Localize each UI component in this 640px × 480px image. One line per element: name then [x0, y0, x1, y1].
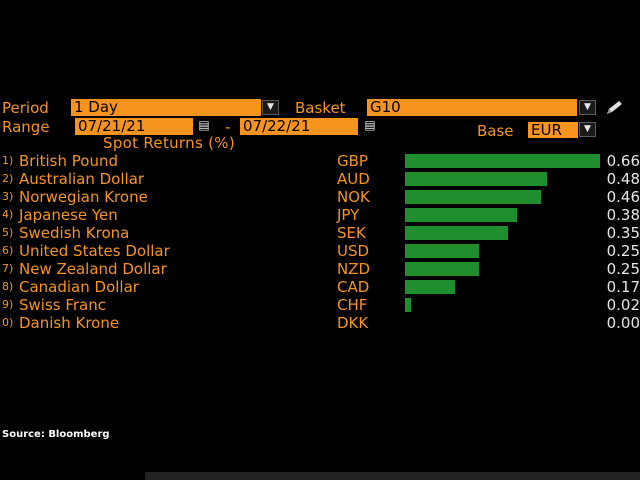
row-rank: 2): [2, 172, 14, 185]
return-value: 0.66: [606, 152, 640, 170]
currency-code: DKK: [337, 314, 369, 332]
table-row[interactable]: 7) New Zealand Dollar NZD 0.25: [0, 260, 640, 278]
base-field[interactable]: EUR: [528, 122, 578, 139]
return-value: 0.25: [606, 242, 640, 260]
return-value: 0.35: [606, 224, 640, 242]
return-bar: [405, 190, 541, 204]
currency-code: CHF: [337, 296, 368, 314]
range-label: Range: [2, 118, 50, 136]
row-rank: 6): [2, 244, 14, 257]
chart-title: Spot Returns (%): [103, 134, 235, 152]
table-row[interactable]: 6) United States Dollar USD 0.25: [0, 242, 640, 260]
table-row[interactable]: 4) Japanese Yen JPY 0.38: [0, 206, 640, 224]
currency-code: GBP: [337, 152, 368, 170]
return-value: 0.02: [606, 296, 640, 314]
currency-name: Canadian Dollar: [19, 278, 139, 296]
currency-name: New Zealand Dollar: [19, 260, 167, 278]
currency-code: JPY: [337, 206, 360, 224]
currency-name: Japanese Yen: [19, 206, 118, 224]
bottom-divider: [145, 472, 640, 480]
row-rank: 1): [2, 154, 14, 167]
currency-name: Swedish Krona: [19, 224, 130, 242]
return-bar: [405, 154, 600, 168]
basket-dropdown-icon[interactable]: ▼: [579, 100, 596, 115]
currency-code: USD: [337, 242, 370, 260]
return-bar: [405, 244, 479, 258]
period-dropdown-icon[interactable]: ▼: [262, 100, 279, 115]
range-end-field[interactable]: 07/22/21: [240, 118, 358, 135]
table-row[interactable]: 9) Swiss Franc CHF 0.02: [0, 296, 640, 314]
currency-name: Swiss Franc: [19, 296, 107, 314]
row-rank: 4): [2, 208, 14, 221]
currency-code: NOK: [337, 188, 370, 206]
range-start-field[interactable]: 07/21/21: [75, 118, 193, 135]
basket-field[interactable]: G10: [367, 99, 577, 116]
table-row[interactable]: 3) Norwegian Krone NOK 0.46: [0, 188, 640, 206]
calendar-icon-end[interactable]: ▤: [364, 118, 376, 132]
source-note: Source: Bloomberg: [2, 429, 110, 440]
return-value: 0.00: [606, 314, 640, 332]
table-row[interactable]: 5) Swedish Krona SEK 0.35: [0, 224, 640, 242]
currency-name: Danish Krone: [19, 314, 120, 332]
table-row[interactable]: 8) Canadian Dollar CAD 0.17: [0, 278, 640, 296]
table-row[interactable]: 2) Australian Dollar AUD 0.48: [0, 170, 640, 188]
currency-name: United States Dollar: [19, 242, 170, 260]
basket-label: Basket: [295, 99, 346, 117]
currency-code: SEK: [337, 224, 366, 242]
base-dropdown-icon[interactable]: ▼: [579, 122, 596, 137]
return-bar: [405, 262, 479, 276]
return-bar: [405, 298, 411, 312]
return-bar: [405, 226, 509, 240]
currency-name: Australian Dollar: [19, 170, 145, 188]
return-value: 0.46: [606, 188, 640, 206]
return-value: 0.38: [606, 206, 640, 224]
period-field[interactable]: 1 Day: [71, 99, 261, 116]
currency-name: Norwegian Krone: [19, 188, 148, 206]
row-rank: 8): [2, 280, 14, 293]
row-rank: 5): [2, 226, 14, 239]
return-value: 0.25: [606, 260, 640, 278]
row-rank: 3): [2, 190, 14, 203]
return-value: 0.17: [606, 278, 640, 296]
return-bar: [405, 172, 547, 186]
table-row[interactable]: 0) Danish Krone DKK 0.00: [0, 314, 640, 332]
currency-code: CAD: [337, 278, 370, 296]
currency-code: NZD: [337, 260, 371, 278]
row-rank: 7): [2, 262, 14, 275]
row-rank: 0): [2, 316, 14, 329]
return-bar: [405, 280, 456, 294]
period-label: Period: [2, 99, 49, 117]
currency-name: British Pound: [19, 152, 118, 170]
return-bar: [405, 208, 518, 222]
pencil-icon[interactable]: [604, 99, 624, 117]
table-row[interactable]: 1) British Pound GBP 0.66: [0, 152, 640, 170]
calendar-icon[interactable]: ▤: [198, 118, 210, 132]
currency-code: AUD: [337, 170, 370, 188]
return-value: 0.48: [606, 170, 640, 188]
base-label: Base: [477, 122, 514, 140]
row-rank: 9): [2, 298, 14, 311]
range-separator: -: [225, 118, 231, 136]
